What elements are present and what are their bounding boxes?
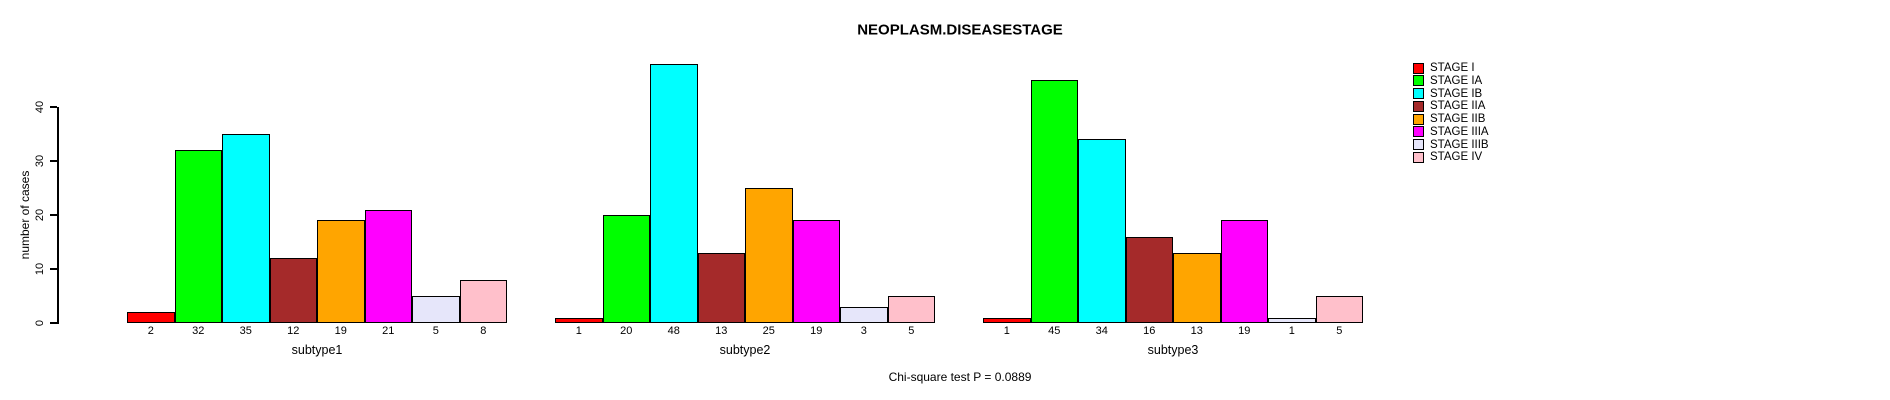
- bar: [602, 215, 650, 323]
- bar-value-label: 1: [575, 325, 582, 337]
- bar-value-label: 20: [620, 325, 633, 337]
- bar-value-label: 5: [908, 325, 915, 337]
- bar: [983, 317, 1031, 323]
- bar-value-label: 1: [1288, 325, 1295, 337]
- bar-value-label: 35: [239, 325, 252, 337]
- bar-value-label: 12: [287, 325, 300, 337]
- bar: [127, 312, 175, 323]
- bar: [269, 258, 317, 323]
- legend-swatch: [1413, 75, 1424, 87]
- legend-item: STAGE I: [1413, 62, 1475, 74]
- chi-square-note: Chi-square test P = 0.0889: [888, 370, 1032, 384]
- bar: [1220, 220, 1268, 323]
- group-label: subtype1: [291, 343, 343, 357]
- bar: [1030, 80, 1078, 323]
- legend-label: STAGE IA: [1430, 74, 1483, 87]
- bar: [792, 220, 840, 323]
- bar: [840, 306, 888, 323]
- bar-value-label: 48: [667, 325, 680, 337]
- legend-swatch: [1413, 139, 1424, 150]
- bar-value-label: 16: [1143, 325, 1156, 337]
- legend-item: STAGE IA: [1413, 75, 1482, 87]
- bar-value-label: 2: [147, 325, 154, 337]
- legend-label: STAGE IIA: [1430, 100, 1486, 113]
- bar: [222, 134, 270, 323]
- bar-value-label: 1: [1003, 325, 1010, 337]
- legend-label: STAGE IIIA: [1430, 125, 1489, 138]
- group-label: subtype2: [719, 343, 771, 357]
- legend-label: STAGE IIB: [1430, 113, 1486, 125]
- legend-item: STAGE IV: [1413, 151, 1482, 163]
- legend-swatch: [1413, 113, 1424, 125]
- y-axis-tick: [50, 214, 57, 216]
- y-axis-tick: [50, 160, 57, 162]
- bar: [697, 252, 745, 323]
- legend-swatch: [1413, 62, 1424, 74]
- bar-value-label: 3: [860, 325, 867, 337]
- bar: [555, 317, 603, 323]
- bar-value-label: 13: [715, 325, 728, 337]
- y-axis-tick-label: 0: [34, 319, 46, 327]
- bar-value-label: 45: [1048, 325, 1061, 337]
- bar-value-label: 5: [432, 325, 439, 337]
- bar-value-label: 25: [762, 325, 775, 337]
- y-axis-tick-label: 20: [34, 208, 46, 222]
- y-axis-tick-label: 40: [34, 100, 46, 114]
- chart-title: NEOPLASM.DISEASESTAGE: [857, 21, 1063, 39]
- bar-value-label: 13: [1190, 325, 1203, 337]
- legend-swatch: [1413, 151, 1424, 163]
- legend-item: STAGE IIB: [1413, 113, 1485, 125]
- bar-value-label: 8: [480, 325, 487, 337]
- bar: [1268, 317, 1316, 323]
- legend-item: STAGE IB: [1413, 88, 1482, 100]
- bar-value-label: 21: [382, 325, 395, 337]
- legend-label: STAGE IV: [1430, 151, 1483, 164]
- bar-value-label: 32: [192, 325, 205, 337]
- legend-swatch: [1413, 100, 1424, 112]
- bar: [459, 279, 507, 323]
- legend-label: STAGE I: [1430, 62, 1475, 74]
- bar: [1125, 236, 1173, 323]
- y-axis-line: [57, 107, 59, 324]
- bar-value-label: 19: [810, 325, 823, 337]
- bar: [174, 150, 222, 323]
- legend-item: STAGE IIIB: [1413, 139, 1489, 151]
- group-label: subtype3: [1147, 343, 1199, 357]
- bar: [364, 209, 412, 323]
- legend-swatch: [1413, 126, 1424, 138]
- bar-value-label: 5: [1336, 325, 1343, 337]
- y-axis-tick-label: 10: [34, 262, 46, 276]
- legend-item: STAGE IIIA: [1413, 126, 1489, 138]
- bar: [412, 296, 460, 323]
- bar-value-label: 34: [1095, 325, 1108, 337]
- bar: [887, 296, 935, 323]
- y-axis-tick-label: 30: [34, 154, 46, 168]
- legend-swatch: [1413, 88, 1424, 99]
- y-axis-tick: [50, 322, 57, 324]
- y-axis-tick: [50, 106, 57, 108]
- bar-value-label: 19: [1238, 325, 1251, 337]
- y-axis-label: number of cases: [18, 170, 32, 260]
- bar-value-label: 19: [334, 325, 347, 337]
- legend-item: STAGE IIA: [1413, 100, 1485, 112]
- legend-label: STAGE IB: [1430, 87, 1483, 100]
- bar: [650, 63, 698, 323]
- legend-label: STAGE IIIB: [1430, 138, 1489, 151]
- bar: [745, 188, 793, 323]
- bar: [1173, 252, 1221, 323]
- bar: [1315, 296, 1363, 323]
- y-axis-tick: [50, 268, 57, 270]
- bar: [1078, 139, 1126, 323]
- bar: [317, 220, 365, 323]
